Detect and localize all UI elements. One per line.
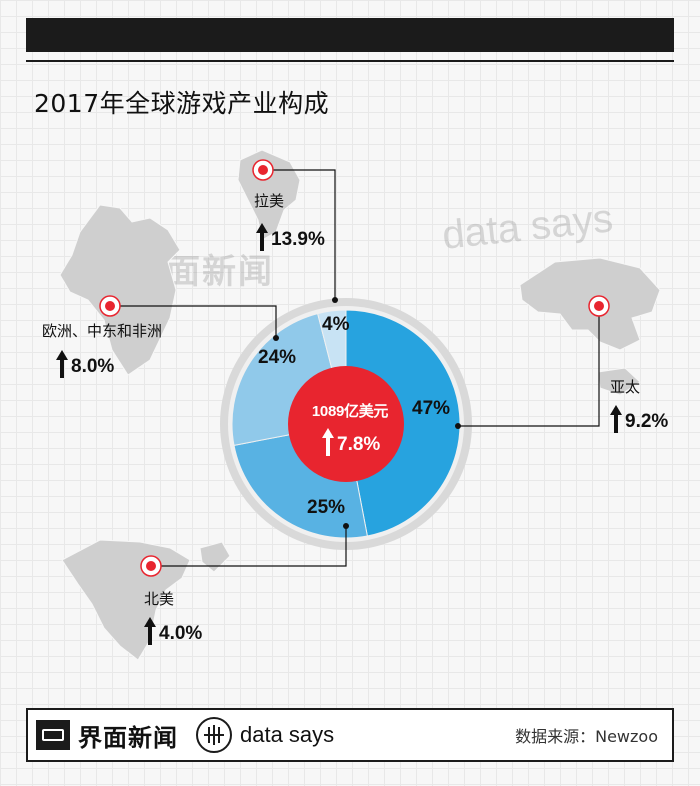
region-label-apac: 亚太	[610, 378, 641, 396]
marker-apac	[588, 295, 610, 317]
chart-title: 2017年全球游戏产业构成	[34, 89, 330, 118]
growth-value-emea: 8.0%	[71, 356, 115, 377]
center-total: 1089亿美元	[311, 403, 389, 420]
top-rule	[26, 60, 674, 62]
up-arrow-icon	[144, 617, 156, 645]
leader-dots	[273, 297, 461, 529]
slice-label-apac: 47%	[412, 398, 451, 419]
datasays-logo-icon	[196, 717, 232, 753]
region-label-emea: 欧洲、中东和非洲	[42, 322, 163, 340]
top-bar	[26, 18, 674, 52]
up-arrow-icon	[256, 223, 268, 251]
marker-latam	[252, 159, 274, 181]
region-markers	[99, 159, 610, 577]
leader-lines	[110, 169, 600, 567]
up-arrow-icon	[322, 428, 334, 456]
region-label-latam: 拉美	[254, 192, 285, 210]
map-greenland	[199, 541, 231, 573]
leader-latam	[263, 169, 336, 300]
slice-label-emea: 24%	[258, 347, 297, 368]
source-note: 数据来源：Newzoo	[515, 727, 658, 746]
leader-apac	[458, 306, 600, 427]
marker-na	[140, 555, 162, 577]
brand-en: data says	[240, 722, 335, 747]
center-circle	[288, 366, 404, 482]
region-growth-apac: 9.2%	[610, 405, 668, 433]
map-europe-africa	[59, 204, 181, 376]
region-growth-emea: 8.0%	[56, 350, 114, 378]
growth-value-na: 4.0%	[159, 623, 203, 644]
map-oceania	[597, 367, 641, 396]
brand-cn: 界面新闻	[78, 723, 178, 752]
up-arrow-icon	[610, 405, 622, 433]
jiemian-logo-icon	[36, 720, 70, 750]
marker-emea	[99, 295, 121, 317]
growth-value-latam: 13.9%	[271, 229, 325, 250]
center-growth: 7.8%	[322, 428, 380, 456]
leader-na	[151, 526, 347, 567]
growth-value-apac: 9.2%	[625, 411, 669, 432]
region-label-na: 北美	[144, 590, 175, 608]
leader-emea	[110, 305, 277, 338]
footer: 界面新闻 data says 数据来源：Newzoo	[26, 708, 674, 762]
slice-label-na: 25%	[307, 497, 346, 518]
slice-label-latam: 4%	[322, 314, 350, 335]
center-growth-value: 7.8%	[337, 434, 381, 455]
region-growth-na: 4.0%	[144, 617, 202, 645]
region-growth-latam: 13.9%	[256, 223, 325, 251]
up-arrow-icon	[56, 350, 68, 378]
